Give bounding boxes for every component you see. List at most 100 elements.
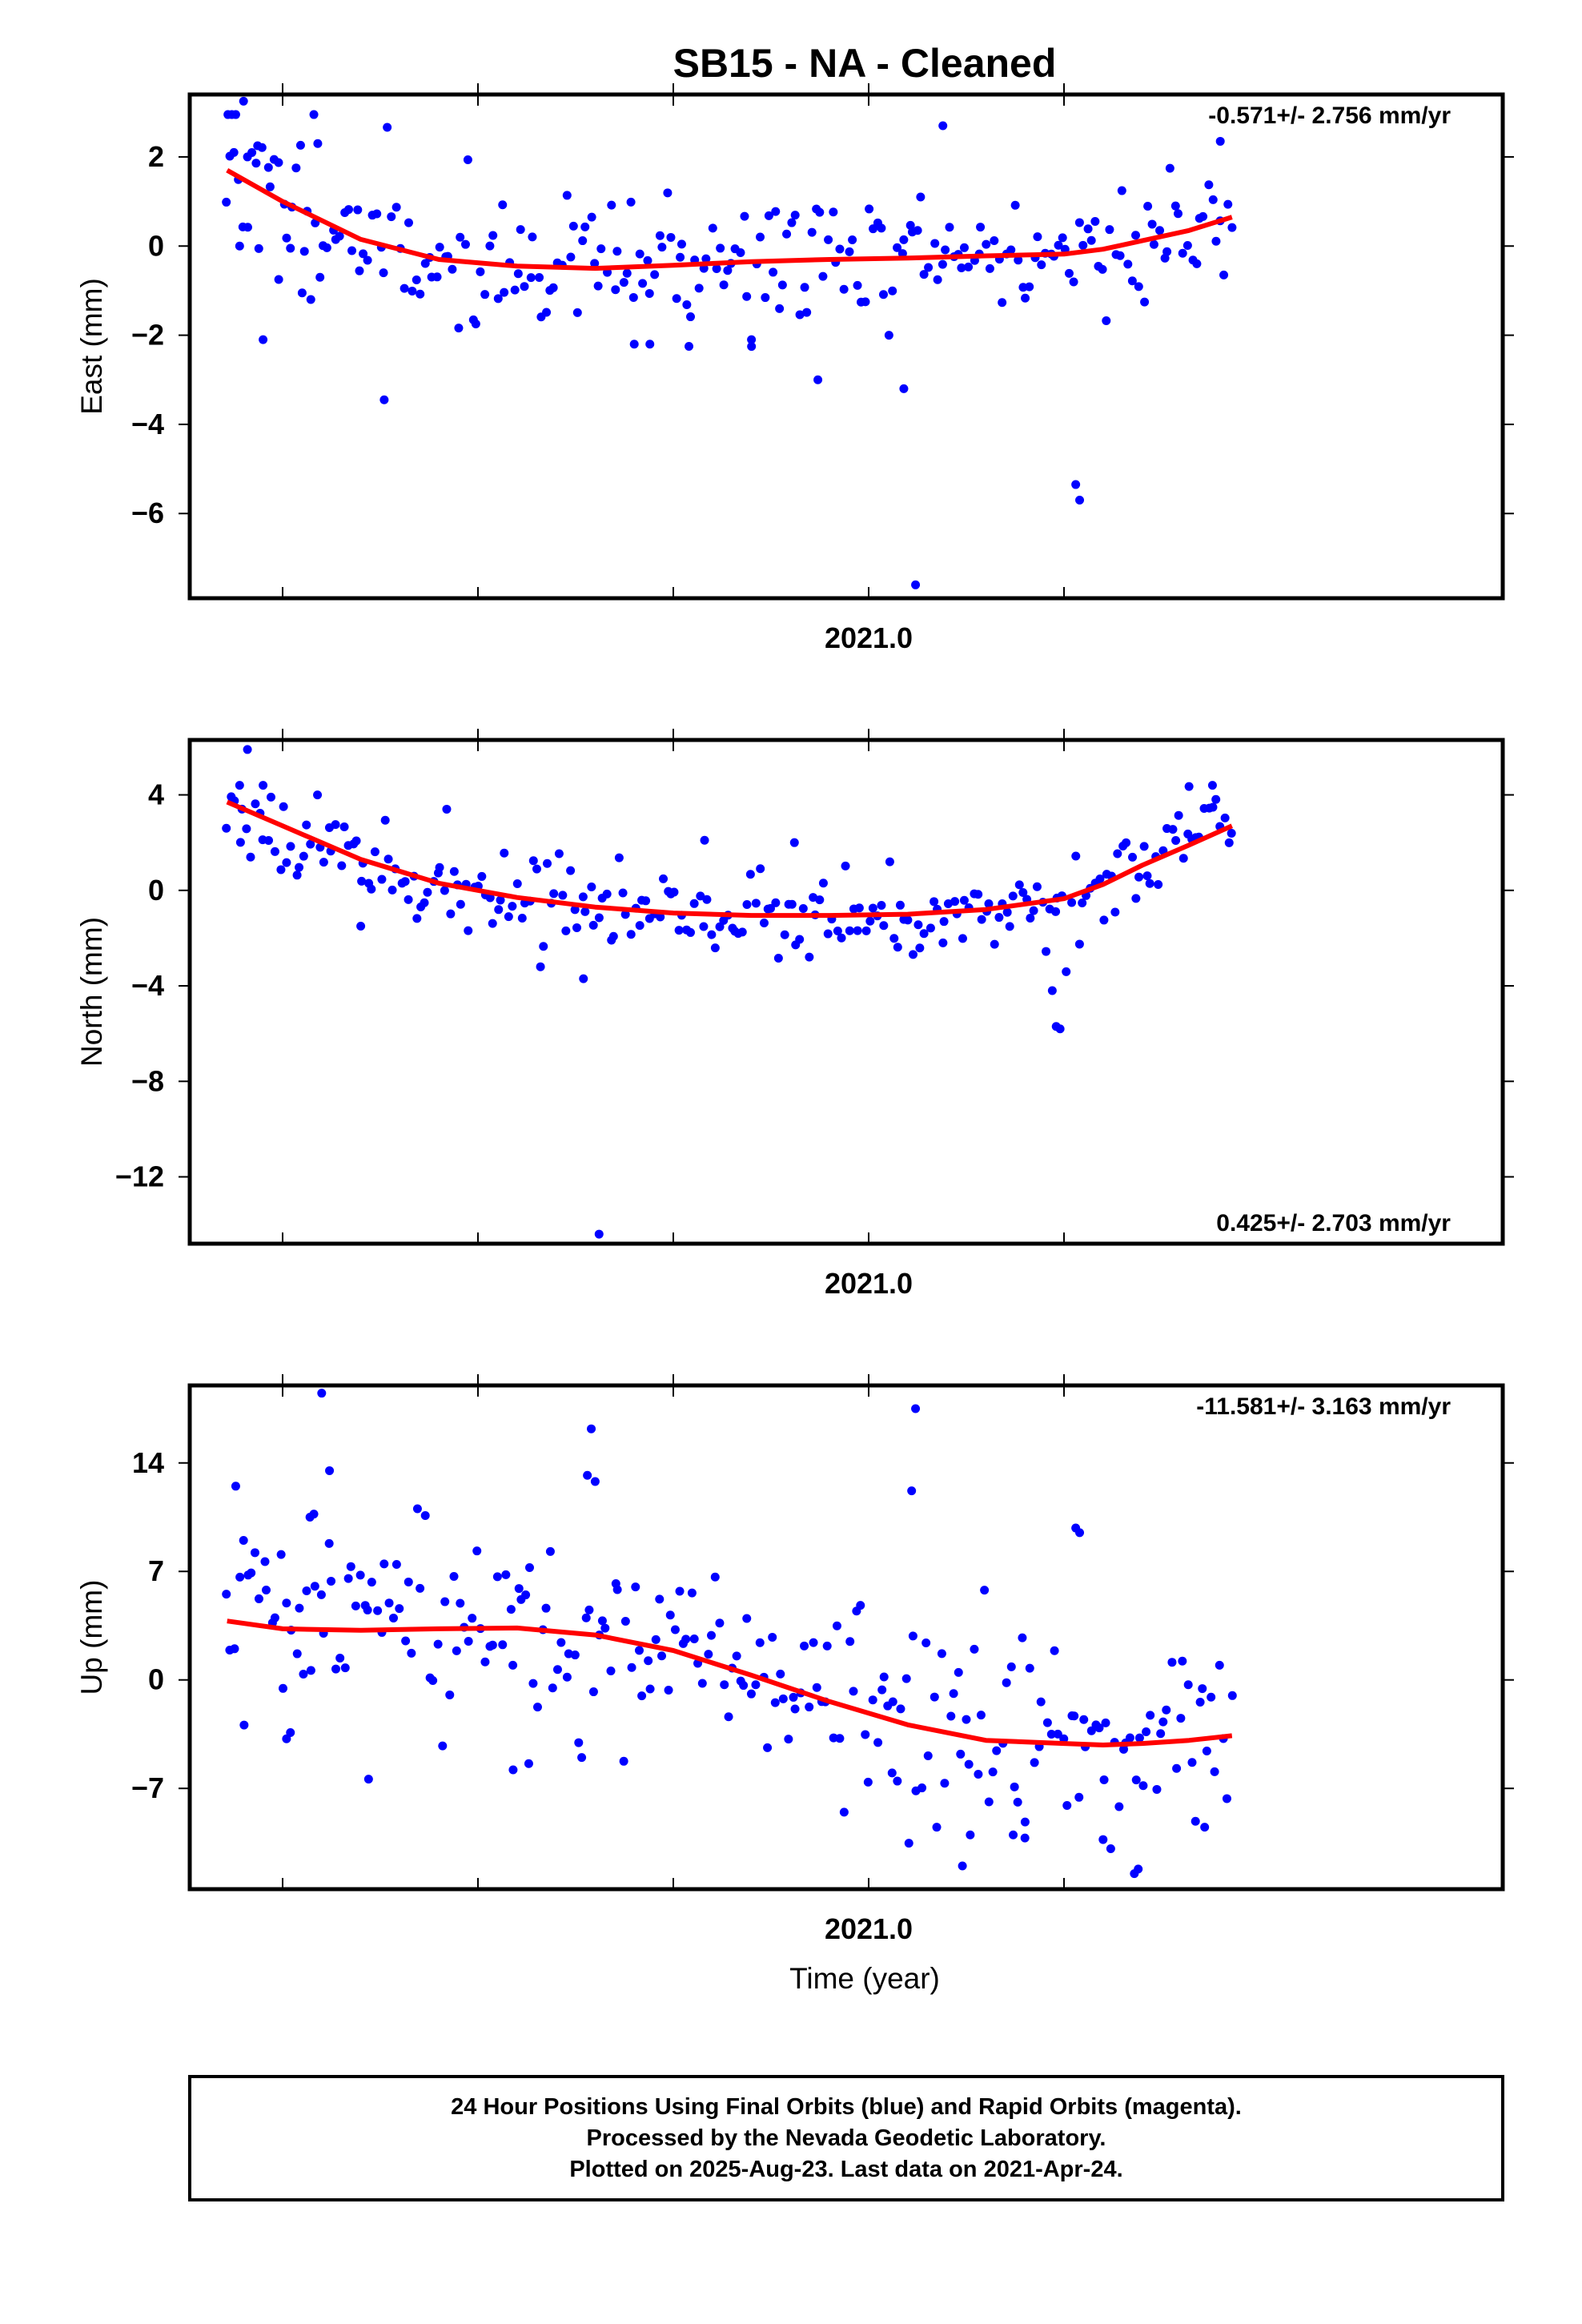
data-point xyxy=(939,917,949,927)
data-point xyxy=(488,919,497,928)
data-point xyxy=(950,897,960,907)
data-point xyxy=(854,903,864,913)
data-point xyxy=(626,197,636,207)
data-point xyxy=(608,931,618,941)
data-point xyxy=(1032,882,1042,891)
data-point xyxy=(818,271,828,281)
data-point xyxy=(1220,813,1230,822)
data-point xyxy=(343,205,353,215)
data-point xyxy=(588,1687,598,1697)
data-point xyxy=(498,200,508,210)
data-point xyxy=(879,921,889,931)
data-point xyxy=(391,203,401,212)
data-point xyxy=(771,207,781,216)
data-point xyxy=(445,1690,455,1699)
data-point xyxy=(849,1687,858,1696)
data-point xyxy=(516,225,525,235)
data-point xyxy=(428,1675,438,1685)
data-point xyxy=(677,239,686,249)
data-point xyxy=(1071,480,1081,489)
data-point xyxy=(998,298,1007,308)
data-point xyxy=(1074,218,1084,227)
data-point xyxy=(612,1585,622,1594)
data-point xyxy=(286,1728,295,1738)
data-point xyxy=(594,913,604,923)
data-point xyxy=(884,331,893,340)
data-point xyxy=(535,272,544,282)
data-point xyxy=(432,272,442,282)
data-point xyxy=(1021,293,1030,303)
data-point xyxy=(292,870,302,880)
data-point xyxy=(1191,1816,1200,1826)
data-point xyxy=(590,259,600,268)
data-point xyxy=(1207,1692,1216,1702)
data-point xyxy=(1223,199,1233,209)
data-point xyxy=(282,858,291,867)
data-point xyxy=(839,284,849,294)
data-point xyxy=(313,790,323,800)
data-point xyxy=(682,300,692,309)
data-point xyxy=(373,1606,383,1615)
data-point xyxy=(449,866,459,876)
data-point xyxy=(1227,829,1236,838)
data-point xyxy=(1025,1663,1034,1673)
data-point xyxy=(526,273,536,283)
data-point xyxy=(765,903,775,913)
data-point xyxy=(587,212,596,222)
x-tick-label: 2021.0 xyxy=(825,1912,913,1945)
data-point xyxy=(1020,1817,1030,1827)
data-point xyxy=(669,887,679,897)
data-point xyxy=(629,340,639,349)
data-point xyxy=(340,1663,350,1673)
data-point xyxy=(351,836,361,846)
data-point xyxy=(363,255,372,265)
data-point xyxy=(645,340,655,349)
data-point xyxy=(1158,1717,1168,1727)
data-point xyxy=(650,270,660,279)
data-point xyxy=(990,235,999,245)
data-point xyxy=(916,192,926,202)
data-point xyxy=(665,1610,675,1620)
data-point xyxy=(805,952,814,962)
data-point xyxy=(282,233,291,243)
data-point xyxy=(1170,201,1180,211)
data-point xyxy=(1142,871,1152,881)
data-point xyxy=(723,266,733,275)
data-point xyxy=(1174,209,1183,219)
data-point xyxy=(780,930,789,939)
data-point xyxy=(412,275,421,284)
data-point xyxy=(588,920,598,930)
data-point xyxy=(724,1712,733,1722)
data-point xyxy=(355,1570,365,1580)
data-point xyxy=(681,1634,691,1644)
data-point xyxy=(966,1830,975,1839)
y-tick-label: 2 xyxy=(148,140,164,173)
data-point xyxy=(1002,1678,1011,1687)
data-point xyxy=(587,1424,596,1433)
fit-line xyxy=(227,1618,1233,1747)
data-point xyxy=(1106,1844,1115,1854)
data-point xyxy=(456,899,465,909)
data-point xyxy=(747,342,757,352)
data-point xyxy=(324,1538,334,1548)
data-point xyxy=(985,263,994,273)
data-point xyxy=(917,1783,927,1793)
data-point xyxy=(1053,1729,1062,1739)
y-tick-label: −4 xyxy=(131,408,164,440)
data-point xyxy=(1055,1024,1065,1034)
data-point xyxy=(1227,223,1237,232)
data-point xyxy=(759,918,769,927)
data-point xyxy=(235,1572,245,1582)
data-point xyxy=(363,1605,372,1614)
data-point xyxy=(795,310,805,320)
data-point xyxy=(899,384,909,393)
data-point xyxy=(355,266,364,275)
footer-line-3: Plotted on 2025-Aug-23. Last data on 202… xyxy=(569,2157,1122,2182)
data-point xyxy=(824,235,833,244)
data-point xyxy=(1174,810,1183,820)
data-point xyxy=(1114,1802,1124,1811)
data-point xyxy=(659,874,669,883)
data-point xyxy=(274,158,283,167)
data-point xyxy=(976,223,986,232)
data-point xyxy=(357,876,367,886)
